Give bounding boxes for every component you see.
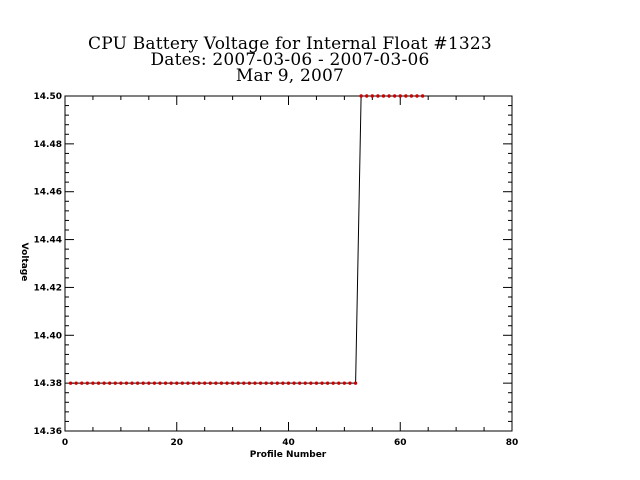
data-point <box>253 381 257 385</box>
data-point <box>191 381 196 385</box>
data-point <box>158 381 162 385</box>
data-point <box>208 381 212 385</box>
data-point <box>270 381 274 385</box>
data-point <box>80 381 84 385</box>
data-point <box>85 381 90 385</box>
data-point <box>130 381 134 385</box>
data-point <box>314 381 319 385</box>
data-point <box>370 94 375 98</box>
y-tick-label: 14.36 <box>34 427 62 437</box>
data-point <box>292 381 296 385</box>
data-point <box>387 94 391 98</box>
chart-date: Mar 9, 2007 <box>235 66 345 86</box>
data-point <box>91 381 95 385</box>
data-point <box>281 381 285 385</box>
y-tick-label: 14.38 <box>34 379 62 389</box>
data-point <box>342 381 347 385</box>
plot-frame <box>64 95 513 432</box>
data-point <box>119 381 123 385</box>
x-tick-labels: 0 20 40 60 80 <box>62 438 518 448</box>
data-point <box>376 94 380 98</box>
y-tick-label: 14.46 <box>34 188 62 198</box>
data-point <box>96 381 101 385</box>
x-tick-label: 20 <box>170 438 183 448</box>
data-point <box>297 381 302 385</box>
data-point <box>286 381 291 385</box>
y-tick-label: 14.48 <box>34 140 62 150</box>
data-point <box>236 381 240 385</box>
x-tick-label: 80 <box>506 438 519 448</box>
data-point <box>365 94 369 98</box>
data-point <box>135 381 140 385</box>
data-point <box>242 381 246 385</box>
y-tick-label: 14.50 <box>34 92 62 102</box>
data-point <box>152 381 157 385</box>
series-points <box>68 94 425 385</box>
chart-title-block: CPU Battery Voltage for Internal Float #… <box>0 34 580 86</box>
data-point <box>74 381 78 385</box>
chart-subtitle: Dates: 2007-03-06 - 2007-03-06 <box>150 50 430 70</box>
x-tick-label: 40 <box>282 438 295 448</box>
data-point <box>404 94 408 98</box>
data-point <box>180 381 185 385</box>
data-point <box>247 381 252 385</box>
data-point <box>381 94 386 98</box>
data-point <box>420 94 425 98</box>
data-point <box>225 381 229 385</box>
data-point <box>230 381 235 385</box>
data-point <box>68 381 73 385</box>
data-point <box>113 381 117 385</box>
data-point <box>337 381 341 385</box>
data-point <box>348 381 352 385</box>
data-point <box>186 381 190 385</box>
data-point <box>169 381 173 385</box>
data-point <box>141 381 145 385</box>
data-point <box>102 381 106 385</box>
data-point <box>409 94 414 98</box>
plot-area-border <box>64 95 513 432</box>
data-point <box>398 94 402 98</box>
data-point <box>264 381 268 385</box>
series-line <box>70 95 423 384</box>
data-point <box>202 381 207 385</box>
data-point <box>392 94 397 98</box>
data-point <box>309 381 313 385</box>
series-line-path <box>70 95 423 384</box>
y-tick-labels: 14.36 14.38 14.40 14.42 14.44 14.46 14.48 14.50 <box>34 92 62 437</box>
chart-title: CPU Battery Voltage for Internal Float #… <box>88 34 492 54</box>
data-point <box>325 381 330 385</box>
data-point <box>303 381 307 385</box>
data-point <box>275 381 280 385</box>
data-point <box>415 94 419 98</box>
axis-ticks <box>64 95 513 432</box>
x-tick-label: 0 <box>62 438 68 448</box>
data-point <box>258 381 263 385</box>
y-tick-label: 14.40 <box>34 331 62 341</box>
data-point <box>124 381 129 385</box>
data-point <box>147 381 151 385</box>
data-point <box>108 381 112 385</box>
data-point <box>197 381 201 385</box>
y-tick-label: 14.42 <box>34 283 62 293</box>
data-point <box>163 381 168 385</box>
data-point <box>331 381 335 385</box>
y-tick-label: 14.44 <box>34 236 62 246</box>
data-point <box>359 94 363 98</box>
data-point <box>214 381 218 385</box>
data-point <box>320 381 324 385</box>
data-point <box>353 381 358 385</box>
data-point <box>219 381 224 385</box>
data-point <box>175 381 179 385</box>
y-axis-title: Voltage <box>19 243 29 282</box>
x-axis-title: Profile Number <box>250 450 327 460</box>
x-tick-label: 60 <box>394 438 407 448</box>
